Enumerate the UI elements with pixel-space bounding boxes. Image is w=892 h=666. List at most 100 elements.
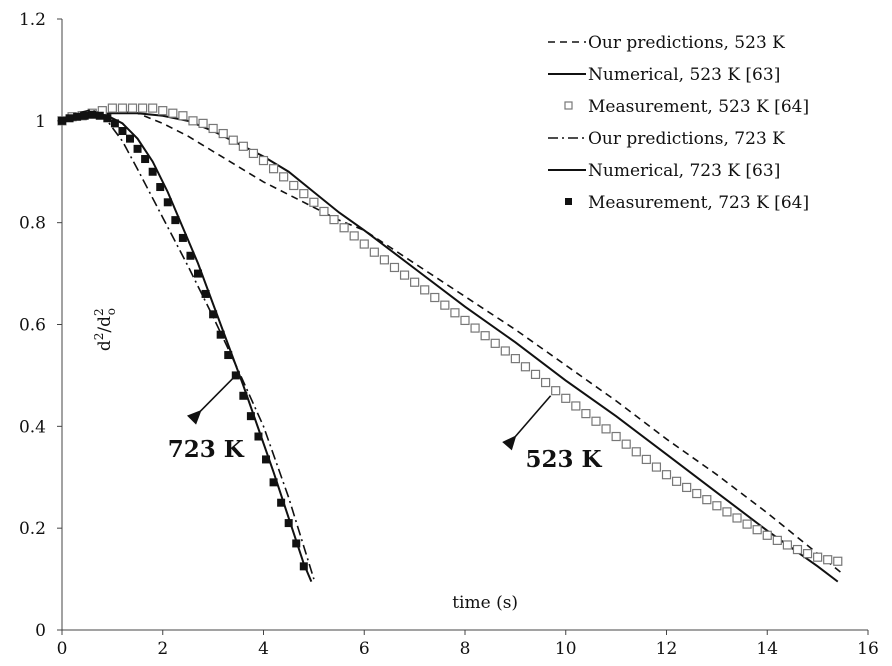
data-point	[611, 431, 621, 442]
callout-arrow	[186, 374, 237, 425]
data-point	[269, 478, 278, 487]
data-point	[268, 164, 279, 174]
series-3	[61, 108, 315, 580]
data-point	[661, 470, 672, 480]
legend-swatch	[565, 198, 572, 205]
data-point	[80, 111, 89, 120]
data-point	[186, 251, 195, 260]
data-point	[110, 119, 119, 128]
data-point	[752, 525, 762, 535]
legend-item: Numerical, 523 K [63]	[548, 65, 780, 85]
legend-item: Measurement, 523 K [64]	[564, 97, 809, 117]
callout-label: 723 K	[168, 436, 245, 463]
data-point	[561, 393, 571, 403]
series-1	[61, 112, 839, 583]
data-point	[239, 391, 248, 400]
data-point	[216, 330, 225, 339]
x-axis-title: time (s)	[452, 593, 518, 613]
data-point	[460, 315, 470, 326]
data-point	[178, 233, 187, 242]
data-point	[156, 183, 165, 192]
series-layer	[57, 103, 844, 583]
data-point	[500, 346, 510, 356]
data-point	[148, 103, 158, 113]
data-point	[671, 476, 682, 486]
annotations: 723 K 523 K	[168, 374, 602, 473]
data-point	[520, 362, 531, 372]
y-tick-label: 1	[35, 112, 46, 132]
data-point	[88, 110, 97, 119]
data-point	[510, 354, 520, 364]
data-point	[359, 239, 369, 249]
data-point	[309, 197, 319, 207]
data-point	[591, 416, 601, 426]
data-point	[224, 351, 233, 360]
data-point	[490, 338, 500, 348]
data-point	[329, 215, 339, 225]
data-point	[299, 189, 309, 199]
data-point	[339, 223, 349, 233]
data-point	[133, 144, 142, 153]
data-point	[692, 488, 702, 499]
legend-label: Our predictions, 523 K	[588, 33, 785, 53]
data-point	[58, 116, 66, 125]
x-tick-label: 0	[57, 639, 68, 659]
data-point	[782, 540, 793, 550]
y-tick-label: 0	[35, 621, 46, 641]
x-tick-label: 4	[258, 639, 269, 659]
y-axis-title-sub: o	[104, 308, 118, 315]
data-point	[127, 103, 138, 113]
data-point	[228, 135, 238, 145]
data-point	[65, 114, 74, 123]
data-point	[813, 552, 823, 562]
data-point	[823, 555, 833, 565]
data-point	[299, 562, 308, 571]
y-tick-label: 0.4	[19, 417, 46, 437]
series-line	[61, 109, 844, 575]
x-tick-label: 2	[157, 639, 168, 659]
data-point	[450, 308, 460, 318]
data-point	[833, 556, 843, 566]
legend-item: Numerical, 723 K [63]	[548, 161, 780, 181]
data-point	[571, 401, 581, 411]
data-point	[208, 123, 218, 134]
x-tick-label: 8	[460, 639, 471, 659]
callout-label: 523 K	[525, 446, 602, 473]
data-point	[651, 462, 662, 472]
series-line	[61, 112, 839, 583]
data-point	[194, 269, 203, 278]
data-point	[319, 206, 329, 217]
data-point	[103, 114, 112, 123]
data-point	[258, 155, 269, 166]
data-point	[209, 310, 218, 319]
data-point	[284, 519, 293, 528]
y-axis-title-div: /d	[95, 316, 115, 333]
data-point	[218, 128, 228, 139]
data-point	[201, 289, 210, 298]
y-axis-title: d2/d2o	[92, 308, 118, 351]
data-point	[470, 323, 480, 333]
data-point	[621, 439, 631, 449]
data-point	[480, 331, 490, 341]
data-point	[601, 424, 611, 434]
series-line	[61, 108, 315, 580]
data-point	[792, 544, 803, 555]
data-point	[349, 231, 359, 241]
y-tick-label: 0.6	[19, 316, 46, 336]
data-point	[141, 155, 150, 164]
data-point	[171, 216, 180, 225]
legend-label: Measurement, 723 K [64]	[588, 193, 809, 213]
data-point	[248, 148, 259, 159]
data-point	[188, 116, 198, 126]
callout-arrow	[502, 395, 552, 451]
data-point	[802, 549, 813, 559]
y-tick-label: 1.2	[19, 10, 46, 30]
legend-label: Measurement, 523 K [64]	[588, 97, 809, 117]
x-tick-label: 16	[857, 639, 879, 659]
data-point	[682, 482, 692, 493]
data-point	[430, 292, 440, 303]
y-axis-title-sup: 2	[92, 333, 106, 341]
data-point	[420, 285, 430, 295]
data-point	[712, 501, 722, 511]
